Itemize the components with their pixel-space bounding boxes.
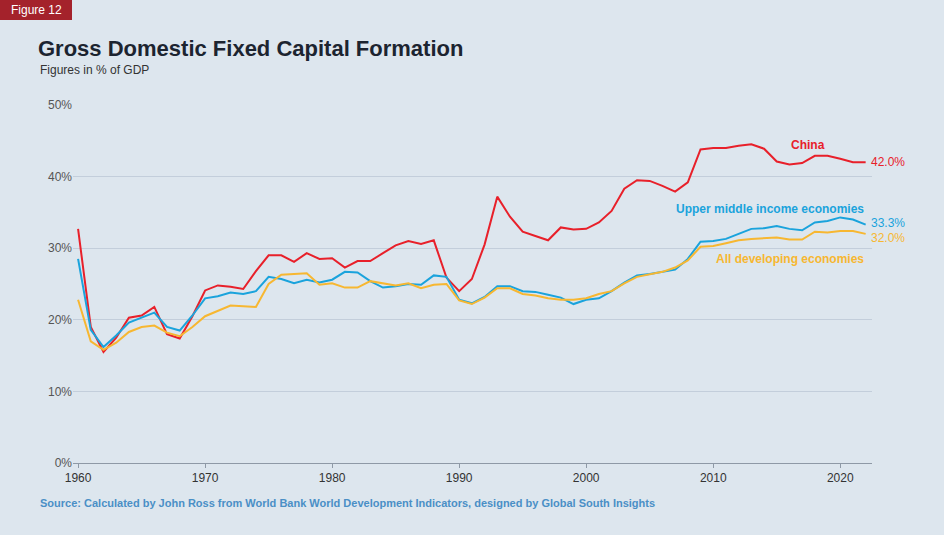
svg-text:All developing economies: All developing economies [716, 252, 864, 266]
svg-text:2000: 2000 [573, 471, 600, 485]
svg-text:Source: Calculated by John Ros: Source: Calculated by John Ross from Wor… [40, 497, 655, 509]
svg-text:33.3%: 33.3% [871, 216, 905, 230]
svg-text:30%: 30% [48, 241, 72, 255]
svg-text:2010: 2010 [700, 471, 727, 485]
svg-text:20%: 20% [48, 313, 72, 327]
svg-text:Figure 12: Figure 12 [11, 3, 62, 17]
svg-text:China: China [791, 138, 825, 152]
svg-text:1960: 1960 [65, 471, 92, 485]
svg-text:1970: 1970 [192, 471, 219, 485]
svg-text:1980: 1980 [319, 471, 346, 485]
svg-text:0%: 0% [55, 456, 73, 470]
svg-text:2020: 2020 [827, 471, 854, 485]
svg-text:1990: 1990 [446, 471, 473, 485]
svg-text:42.0%: 42.0% [871, 155, 905, 169]
svg-text:50%: 50% [48, 98, 72, 112]
svg-text:Figures in % of GDP: Figures in % of GDP [40, 63, 149, 77]
svg-text:40%: 40% [48, 170, 72, 184]
svg-text:Upper middle income economies: Upper middle income economies [676, 202, 864, 216]
svg-text:Gross Domestic Fixed Capital F: Gross Domestic Fixed Capital Formation [38, 36, 463, 61]
svg-text:10%: 10% [48, 385, 72, 399]
svg-text:32.0%: 32.0% [871, 231, 905, 245]
